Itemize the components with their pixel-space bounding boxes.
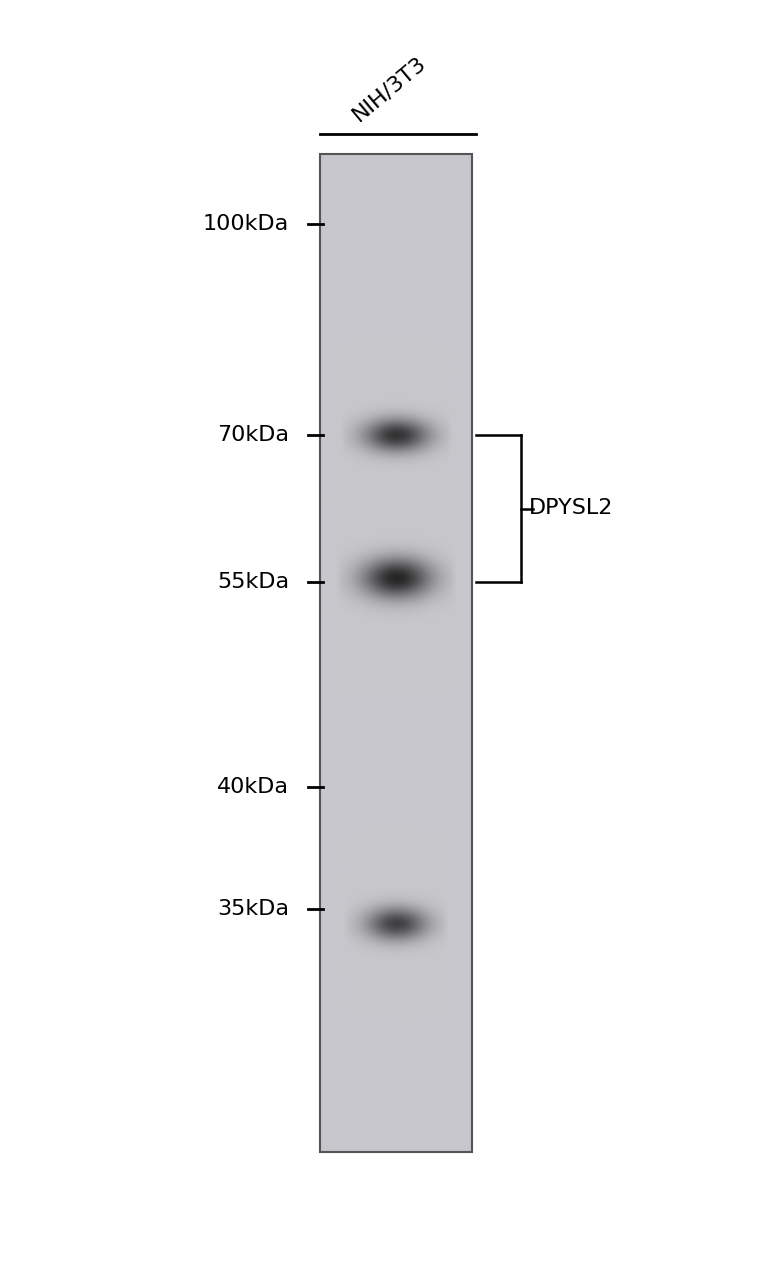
- Text: 100kDa: 100kDa: [203, 214, 289, 234]
- Text: NIH/3T3: NIH/3T3: [349, 52, 430, 124]
- Text: 55kDa: 55kDa: [217, 572, 289, 593]
- Bar: [320, 154, 472, 1152]
- Text: 70kDa: 70kDa: [217, 425, 289, 445]
- Text: 40kDa: 40kDa: [217, 777, 289, 797]
- Text: 35kDa: 35kDa: [217, 899, 289, 919]
- Text: DPYSL2: DPYSL2: [529, 498, 613, 518]
